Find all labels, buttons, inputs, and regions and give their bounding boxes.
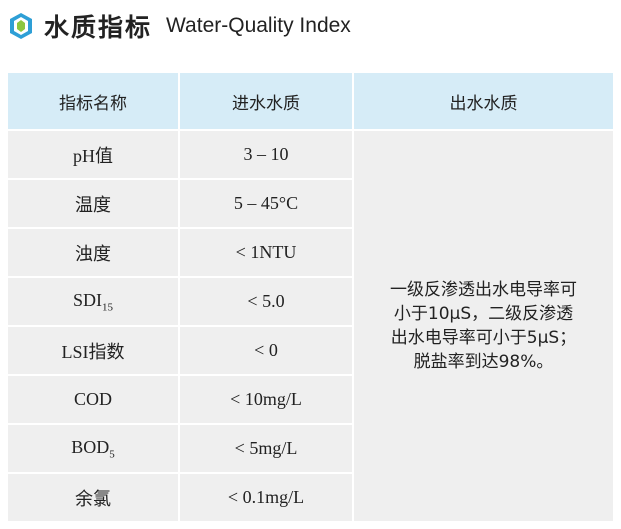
outlet-line: 脱盐率到达98%。 (413, 352, 554, 372)
logo-icon (10, 13, 32, 39)
inlet-cell: 5 – 45°C (178, 178, 354, 229)
title: 水质指标 (44, 13, 153, 42)
name-cell: 温度 (6, 178, 180, 229)
name-subscript: 15 (102, 301, 113, 314)
inlet-cell: 3 – 10 (178, 129, 354, 180)
name-cell: 浊度 (6, 227, 180, 278)
name-text: LSI指数 (61, 341, 125, 362)
subtitle: Water-Quality Index (166, 14, 351, 37)
inlet-cell: < 0 (178, 325, 354, 376)
header-cell: 指标名称 (6, 71, 180, 131)
name-text: 温度 (75, 194, 111, 215)
inlet-cell: < 10mg/L (178, 374, 354, 425)
header-cell: 出水水质 (352, 71, 615, 131)
name-cell: SDI15 (6, 276, 180, 327)
table-row: pH值 3 – 10 一级反渗透出水电导率可 小于10μS，二级反渗透 出水电导率可小于… (6, 129, 615, 523)
inlet-cell: < 0.1mg/L (178, 472, 354, 523)
outlet-cell: 一级反渗透出水电导率可 小于10μS，二级反渗透 出水电导率可小于5μS； 脱盐率到达… (352, 129, 615, 523)
name-subscript: 5 (109, 448, 115, 461)
table-row: 余氯 < 0.1mg/L (6, 472, 614, 523)
inlet-cell: < 5mg/L (178, 423, 354, 474)
header: 水质指标 Water-Quality Index (8, 6, 351, 46)
header-cell: 进水水质 (178, 71, 354, 131)
name-text: 余氯 (75, 488, 111, 509)
table-row: BOD5 < 5mg/L (6, 423, 614, 474)
table-row: SDI15 < 5.0 (6, 276, 614, 327)
inlet-cell: < 1NTU (178, 227, 354, 278)
table: 指标名称 进水水质 出水水质 pH值 3 – 10 一级反渗透出水电导率可 小于10μS，… (6, 71, 615, 523)
inlet-cell: < 5.0 (178, 276, 354, 327)
outlet-line: 小于10μS，二级反渗透 (393, 304, 574, 324)
table-row: 温度 5 – 45°C (6, 178, 614, 229)
table-row: LSI指数 < 0 (6, 325, 614, 376)
name-cell: pH值 (6, 129, 180, 180)
name-text: pH值 (73, 145, 113, 166)
name-cell: COD (6, 374, 180, 425)
name-text: COD (73, 389, 112, 409)
table-row: 浊度 < 1NTU (6, 227, 614, 278)
table-row: COD < 10mg/L (6, 374, 614, 425)
name-cell: LSI指数 (6, 325, 180, 376)
name-text: BOD (71, 436, 110, 457)
name-text: 浊度 (75, 243, 111, 264)
name-text: SDI (72, 289, 102, 310)
name-cell: BOD5 (6, 423, 180, 474)
header-row: 指标名称 进水水质 出水水质 (6, 71, 615, 131)
outlet-line: 出水电导率可小于5μS； (390, 328, 577, 348)
name-cell: 余氯 (6, 472, 180, 523)
outlet-line: 一级反渗透出水电导率可 (390, 280, 577, 300)
table-body: pH值 3 – 10 一级反渗透出水电导率可 小于10μS，二级反渗透 出水电导率可小于… (6, 129, 615, 523)
